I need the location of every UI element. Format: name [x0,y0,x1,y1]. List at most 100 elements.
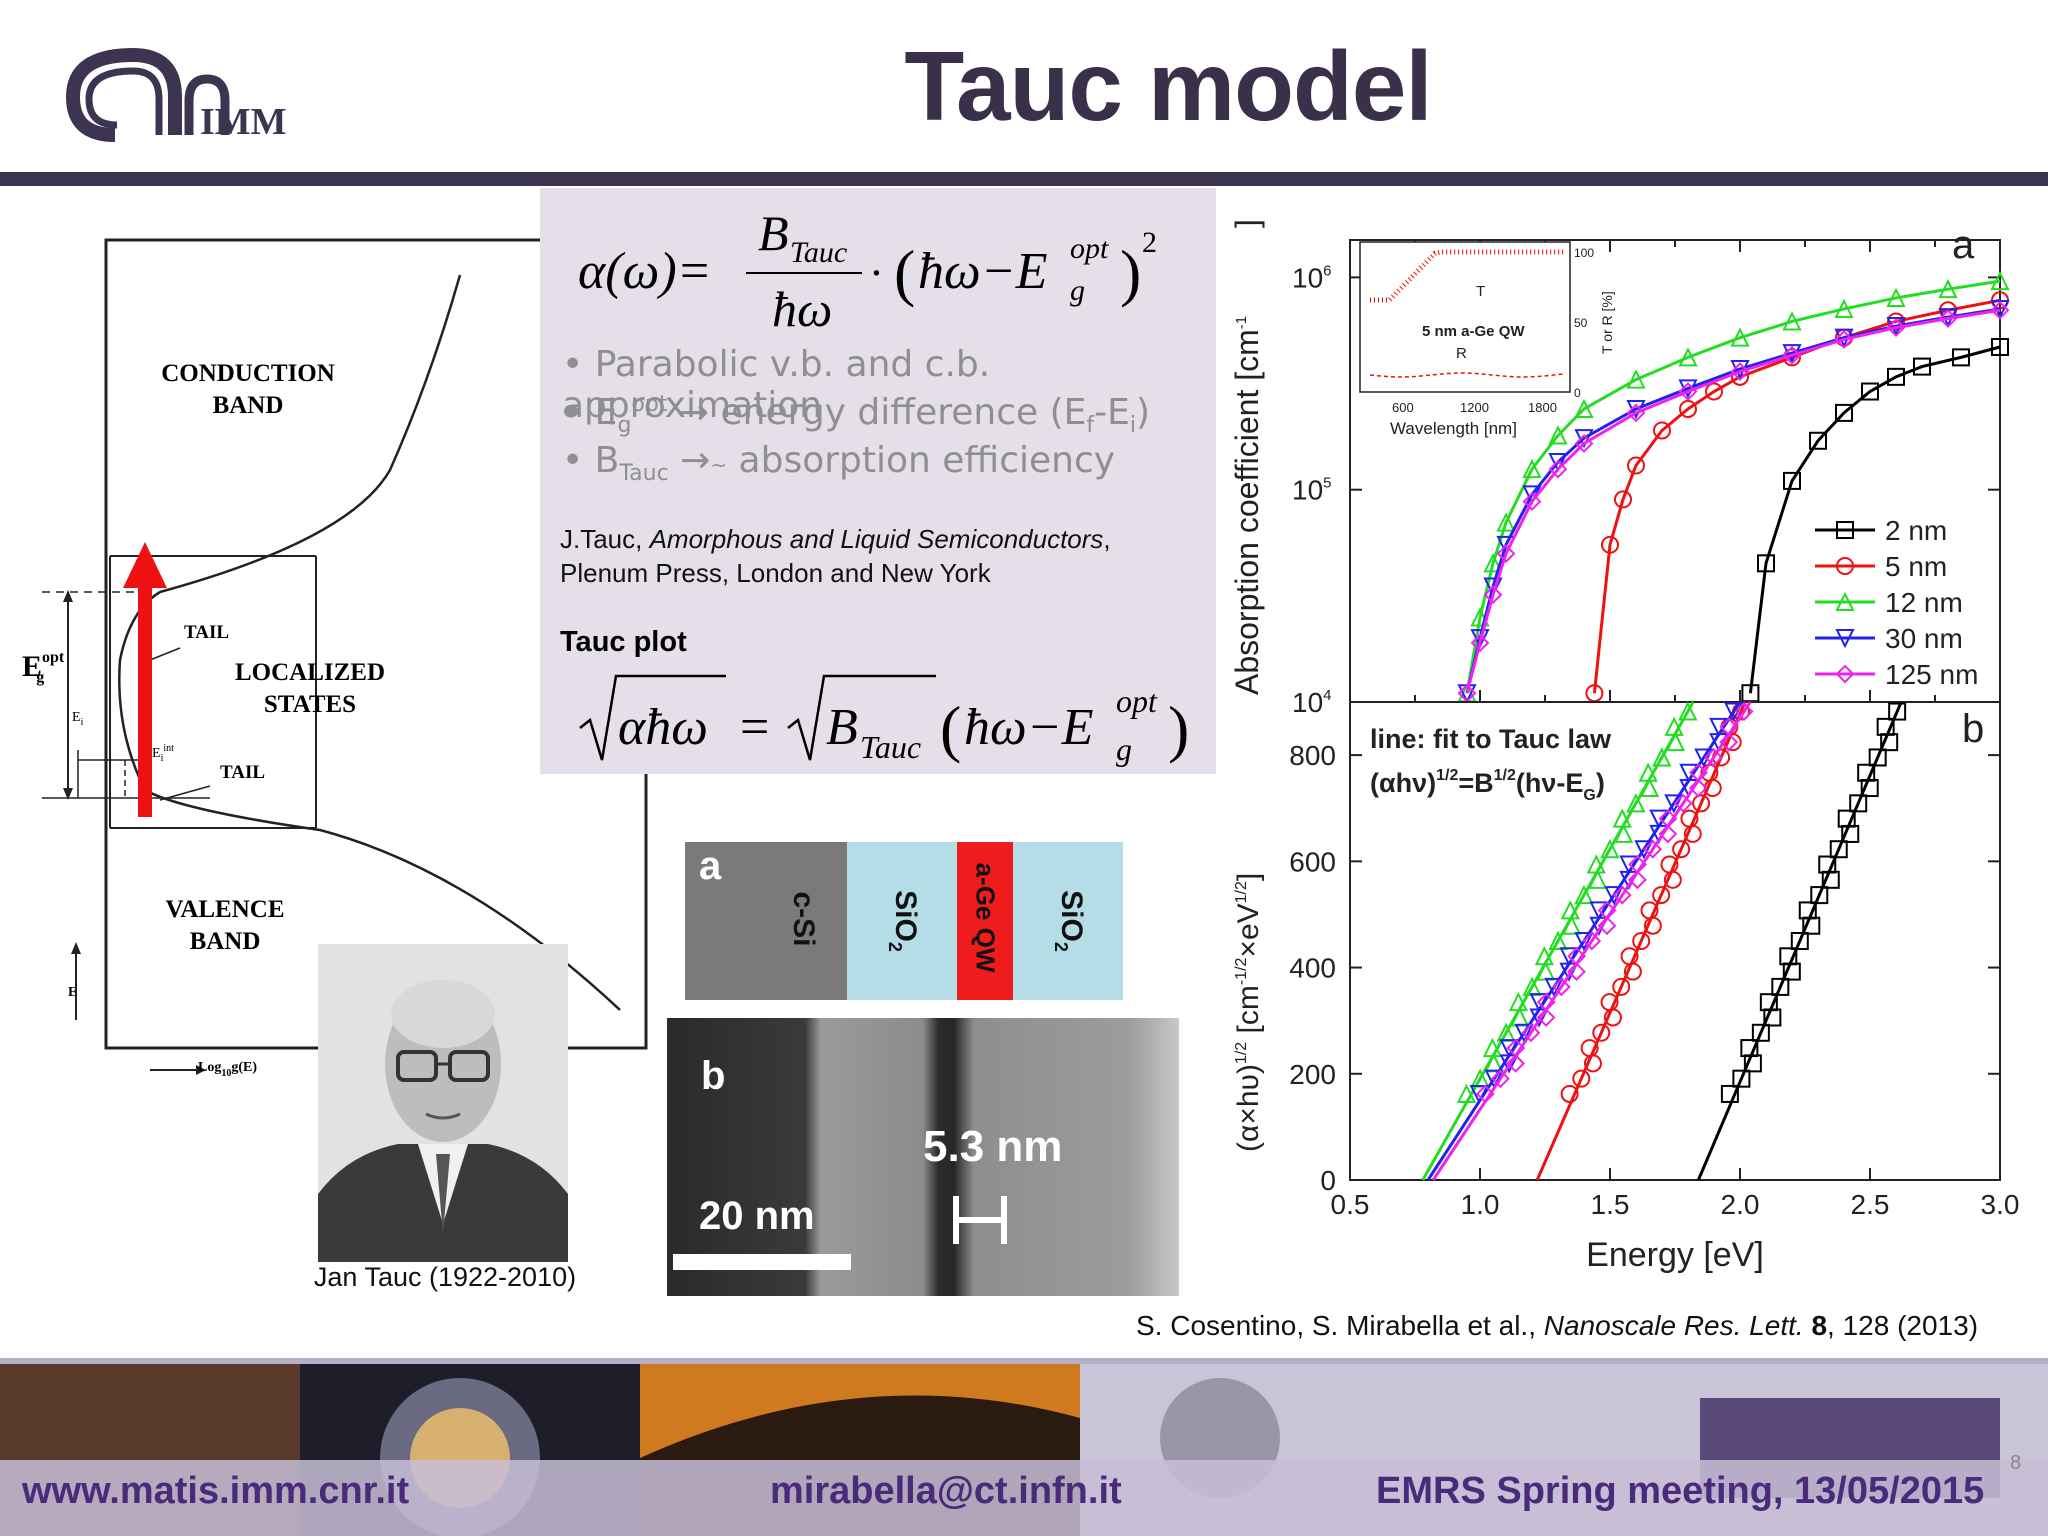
fit-data-point [1559,947,1579,967]
legend-label: 30 nm [1885,623,1963,654]
fit-data-point [1548,930,1568,950]
fit-data-point [1620,947,1639,966]
panel-a-ytick-label: 105 [1292,475,1332,506]
valence-band-label: VALENCE BAND [125,894,325,958]
legend-label: 125 nm [1885,659,1978,690]
fit-data-point [1587,869,1608,889]
panel-b-xtick-label: 2.0 [1721,1189,1760,1220]
fit-data-point [1634,840,1654,860]
legend-label: 2 nm [1885,515,1947,546]
portrait-photo [318,944,568,1262]
data-point [1522,492,1542,511]
inset-title: 5 nm a-Ge QW [1422,323,1525,340]
chart-svg: 104 105 106 2 nm 5 nm 12 nm 30 nm 125 nm Absorpt… [1229,219,2019,1274]
svg-text:2: 2 [1142,226,1157,259]
svg-text:=: = [740,699,769,756]
fit-data-point [1658,809,1678,829]
fit-data-point [1567,962,1586,982]
inset-t-label: T [1476,283,1485,300]
logo-text: IMM [200,101,287,143]
fit-data-point [1857,763,1876,782]
inset-xtick-label: 1800 [1528,400,1557,415]
series-line-12-nm [1465,279,2001,694]
absorption-chart: 104 105 106 2 nm 5 nm 12 nm 30 nm 125 nm Absorpt… [1220,200,2030,1290]
svg-text:B: B [826,699,858,756]
inset-r-curve [1369,372,1566,378]
svg-text:ħω−E: ħω−E [918,243,1048,300]
reference-text: J.Tauc, Amorphous and Liquid Semiconduct… [560,522,1111,590]
tail-top-label: TAIL [184,622,230,643]
fit-data-point [1586,854,1606,874]
layer-age-qw [957,842,1013,1000]
panel-b-xlabel: Energy [eV] [1586,1236,1764,1274]
data-point [1938,278,1958,299]
fit-data-point [1597,900,1617,920]
panel-a-letter: a [1952,223,1975,267]
chart-panel-a: 104 105 106 2 nm 5 nm 12 nm 30 nm 125 nm Absorpt… [1229,219,2010,718]
svg-text:opt: opt [1070,232,1109,265]
fit-data-point [1652,886,1671,905]
legend-marker [1836,557,1854,575]
layer-structure: a c-Si SiO2 a-Ge QW SiO2 [685,842,1123,1000]
data-point [1782,311,1802,331]
data-point [1574,398,1594,418]
data-point [1548,425,1568,445]
data-point [1757,554,1775,573]
tauc-plot-label: Tauc plot [560,626,687,658]
fit-data-point [1810,886,1829,905]
series-line-2-nm [1748,345,2001,694]
conduction-label-line1: CONDUCTION [161,360,335,387]
legend-marker [1835,629,1855,649]
sio2-right-sub: 2 [1051,941,1071,952]
bullet-3-text: absorption efficiency [738,440,1116,481]
bullet-3: • BTauc →~ absorption efficiency [562,440,1116,487]
x-axis-label: Log10g(E) [198,1060,257,1079]
fit-data-point [1574,932,1594,952]
fit-data-point [1652,747,1672,767]
ref-comma: , [1103,524,1111,554]
data-point [1913,357,1931,376]
panel-b-ytick-label: 200 [1289,1059,1336,1090]
fit-data-point [1665,731,1686,752]
panel-b-xtick-label: 1.5 [1591,1189,1630,1220]
data-point [1887,367,1905,386]
fit-data-point [1592,1023,1611,1042]
footer-website[interactable]: www.matis.imm.cnr.it [22,1470,410,1512]
fit-data-point [1600,838,1620,859]
fit-data-point [1536,992,1556,1012]
data-point [1627,456,1645,475]
tauc-formula: α(ω)= B Tauc ħω · ( ħω−E opt g ) 2 [578,205,1157,337]
fit-data-point [1673,793,1693,813]
localized-label-line1: LOCALIZED [234,659,386,686]
layer-sio2-left [847,842,957,1000]
fit-data-point [1779,947,1798,966]
fit-data-point [1469,1084,1489,1105]
data-point [1861,382,1879,401]
fit-data-point [1482,1037,1503,1058]
inset-xtick-label: 1200 [1460,400,1489,415]
page-number: 8 [2010,1452,2022,1474]
fit-data-point [1798,901,1817,920]
legend-marker [1835,591,1855,611]
sio2-left-text: SiO2 [884,861,922,981]
panel-b-letter: b [1962,707,1984,751]
fit-data-point [1638,762,1658,782]
inset-xtick-label: 600 [1392,400,1414,415]
data-point [1730,327,1750,347]
fit-data-point [1868,748,1887,767]
fit-data-point [1628,855,1647,874]
eg-main: E [22,650,43,683]
fit-data-point [1704,748,1724,767]
data-point [1783,471,1801,490]
footer-email[interactable]: mirabella@ct.infn.it [770,1470,1122,1512]
svg-text:(: ( [894,237,915,308]
citation-authors: S. Cosentino, S. Mirabella et al., [1136,1310,1544,1341]
panel-b-ytick-label: 400 [1289,953,1336,984]
panel-a-ytick-label: 106 [1292,262,1332,293]
citation-rest: , 128 (2013) [1827,1310,1979,1341]
ref-title: Amorphous and Liquid Semiconductors [649,524,1104,554]
page-title: Tauc model [904,31,1432,141]
fit-data-point [1597,916,1617,936]
fit-data-point [1639,777,1660,798]
panel-b-xtick-label: 1.0 [1461,1189,1500,1220]
